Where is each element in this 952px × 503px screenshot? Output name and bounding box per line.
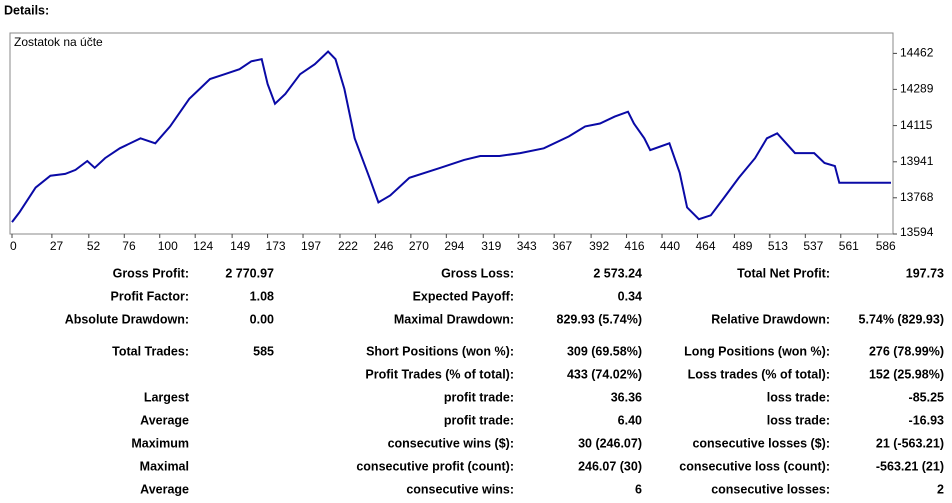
cell-value: -85.25 xyxy=(909,390,944,404)
cell-label: Relative Drawdown: xyxy=(711,312,830,326)
cell-label: consecutive losses: xyxy=(711,482,830,496)
cell-label: Profit Factor: xyxy=(111,289,189,303)
header: Details: xyxy=(4,3,49,17)
cell-value: -563.21 (21) xyxy=(876,459,944,473)
cell-label: Loss trades (% of total): xyxy=(688,367,830,381)
x-tick-label: 294 xyxy=(444,239,464,253)
x-tick-label: 197 xyxy=(301,239,321,253)
x-tick-label: 513 xyxy=(768,239,788,253)
x-tick-label: 149 xyxy=(230,239,250,253)
x-tick-label: 76 xyxy=(122,239,136,253)
x-tick-label: 537 xyxy=(803,239,823,253)
cell-label: Gross Profit: xyxy=(113,266,189,280)
cell-label: Gross Loss: xyxy=(441,266,514,280)
cell-value: 246.07 (30) xyxy=(578,459,642,473)
x-tick-label: 367 xyxy=(552,239,572,253)
x-tick-label: 343 xyxy=(517,239,537,253)
cell-value: 30 (246.07) xyxy=(578,436,642,450)
cell-label: Maximal Drawdown: xyxy=(394,312,514,326)
cell-value: 36.36 xyxy=(611,390,642,404)
cell-label: loss trade: xyxy=(767,413,830,427)
cell-value: 5.74% (829.93) xyxy=(859,312,944,326)
x-tick-label: 319 xyxy=(481,239,501,253)
cell-value: 21 (-563.21) xyxy=(876,436,944,450)
cell-value: 2 xyxy=(937,482,944,496)
x-tick-label: 489 xyxy=(732,239,752,253)
cell-label: profit trade: xyxy=(444,413,514,427)
cell-label: Average xyxy=(140,413,189,427)
x-tick-label: 440 xyxy=(660,239,680,253)
cell-value: 0.00 xyxy=(250,312,274,326)
y-tick-label: 13768 xyxy=(900,190,934,204)
cell-label: consecutive wins: xyxy=(406,482,514,496)
cell-value: 197.73 xyxy=(906,266,944,280)
x-tick-label: 52 xyxy=(87,239,101,253)
plot-frame xyxy=(9,32,894,235)
cell-label: consecutive wins ($): xyxy=(388,436,514,450)
x-tick-label: 27 xyxy=(50,239,64,253)
x-tick-label: 124 xyxy=(193,239,213,253)
x-tick-label: 464 xyxy=(695,239,715,253)
x-tick-label: 270 xyxy=(409,239,429,253)
chart-title: Zostatok na účte xyxy=(14,35,103,49)
x-tick-label: 246 xyxy=(373,239,393,253)
y-tick-label: 13594 xyxy=(900,225,934,239)
cell-label: consecutive loss (count): xyxy=(679,459,830,473)
cell-label: Largest xyxy=(144,390,190,404)
y-tick-label: 14462 xyxy=(900,46,934,60)
cell-label: Total Trades: xyxy=(112,344,189,358)
cell-value: 585 xyxy=(253,344,274,358)
cell-label: Profit Trades (% of total): xyxy=(365,367,514,381)
cell-value: 0.34 xyxy=(618,289,642,303)
cell-label: consecutive losses ($): xyxy=(692,436,830,450)
y-tick-label: 14289 xyxy=(900,82,934,96)
y-tick-label: 14115 xyxy=(900,118,933,132)
cell-label: Total Net Profit: xyxy=(737,266,830,280)
cell-label: Maximum xyxy=(131,436,189,450)
x-tick-label: 222 xyxy=(338,239,358,253)
cell-value: 276 (78.99%) xyxy=(869,344,944,358)
cell-label: loss trade: xyxy=(767,390,830,404)
x-tick-label: 561 xyxy=(839,239,859,253)
cell-label: Average xyxy=(140,482,189,496)
x-tick-label: 0 xyxy=(10,239,17,253)
cell-value: 309 (69.58%) xyxy=(567,344,642,358)
cell-label: Short Positions (won %): xyxy=(366,344,514,358)
cell-value: 6 xyxy=(635,482,642,496)
cell-label: consecutive profit (count): xyxy=(356,459,514,473)
cell-label: Absolute Drawdown: xyxy=(65,312,189,326)
cell-value: 433 (74.02%) xyxy=(567,367,642,381)
x-tick-label: 173 xyxy=(266,239,286,253)
x-tick-label: 392 xyxy=(589,239,609,253)
cell-label: Long Positions (won %): xyxy=(684,344,830,358)
cell-value: 2 573.24 xyxy=(593,266,642,280)
cell-label: Expected Payoff: xyxy=(413,289,514,303)
cell-label: profit trade: xyxy=(444,390,514,404)
cell-value: 829.93 (5.74%) xyxy=(557,312,642,326)
balance-line xyxy=(11,50,891,223)
cell-label: Maximal xyxy=(140,459,189,473)
x-tick-label: 100 xyxy=(158,239,178,253)
cell-value: 6.40 xyxy=(618,413,642,427)
y-tick-label: 13941 xyxy=(900,154,934,168)
cell-value: 2 770.97 xyxy=(225,266,274,280)
x-tick-label: 586 xyxy=(876,239,896,253)
cell-value: 1.08 xyxy=(250,289,274,303)
x-tick-label: 416 xyxy=(625,239,645,253)
cell-value: 152 (25.98%) xyxy=(869,367,944,381)
cell-value: -16.93 xyxy=(909,413,944,427)
